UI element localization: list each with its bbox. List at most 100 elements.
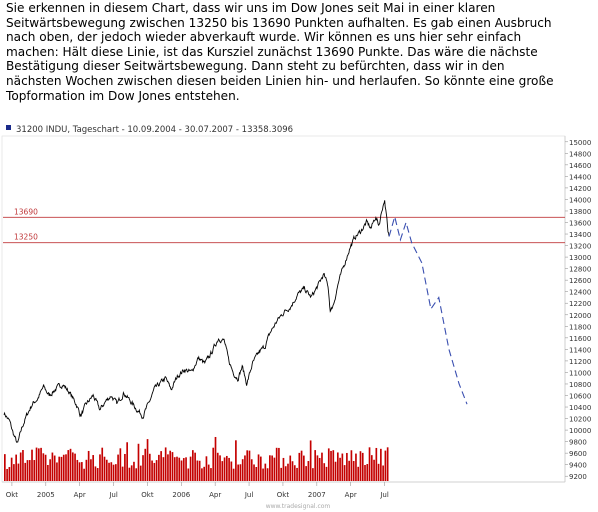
volume-bar	[196, 460, 199, 481]
volume-bar	[332, 450, 335, 481]
volume-bar	[158, 454, 160, 481]
volume-bar	[370, 455, 373, 481]
x-tick-label: Jul	[244, 491, 254, 499]
x-tick-label: Apr	[345, 491, 357, 499]
volume-bar	[221, 461, 224, 481]
volume-bar	[298, 452, 301, 481]
volume-bar	[284, 466, 287, 481]
intro-line: Seitwärtsbewegung zwischen 13250 bis 136…	[6, 15, 552, 30]
intro-line: machen: Hält diese Linie, ist das Kurszi…	[6, 44, 538, 59]
x-axis-ticks: Okt 2005 Apr Jul Okt 2006 Apr Jul Okt 2007 Apr Jul	[6, 482, 389, 499]
level-label-13250: 13250	[14, 233, 38, 242]
volume-bar	[192, 450, 194, 481]
intro-line: Bestätigung dieser Seitwärtsbewegung. Da…	[6, 59, 505, 74]
volume-bar	[373, 459, 375, 481]
volume-bar	[171, 452, 174, 481]
volume-bar	[382, 465, 384, 481]
y-tick-label: 14400	[569, 173, 591, 181]
volume-bar	[173, 457, 176, 481]
volume-bar	[312, 468, 314, 481]
volume-bar	[318, 457, 321, 481]
volume-bar	[142, 455, 144, 481]
volume-bar	[35, 447, 38, 481]
volume-bar	[4, 454, 6, 481]
volume-bar	[10, 457, 13, 481]
y-tick-label: 13000	[569, 254, 591, 262]
volume-bar	[346, 452, 348, 481]
volume-bar	[40, 447, 42, 481]
volume-bar	[341, 453, 344, 481]
volume-bar	[87, 450, 90, 481]
volume-bar	[230, 461, 233, 481]
chart-header: 31200 INDU, Tageschart - 10.09.2004 - 30…	[6, 125, 293, 135]
volume-bar	[103, 456, 106, 481]
volume-bar	[282, 457, 285, 481]
volume-bar	[110, 462, 113, 481]
y-tick-label: 10800	[569, 381, 591, 389]
volume-bar	[216, 452, 219, 481]
volume-bar	[334, 461, 337, 481]
volume-bar	[176, 456, 178, 481]
volume-bar	[94, 466, 97, 481]
y-tick-label: 13800	[569, 208, 591, 216]
volume-bar	[262, 468, 264, 481]
volume-bar	[266, 468, 269, 481]
y-tick-label: 13400	[569, 231, 591, 239]
volume-bar	[92, 455, 95, 481]
volume-bar	[44, 454, 47, 481]
volume-bar	[198, 460, 201, 481]
y-axis-ticks: 15000 14800 14600 14400 14200 14000 13800 13600…	[565, 139, 591, 481]
volume-bar	[377, 463, 380, 481]
y-tick-label: 14200	[569, 185, 591, 193]
y-tick-label: 14800	[569, 150, 591, 158]
intro-line: nach oben, der jedoch wieder abverkauft …	[6, 30, 522, 45]
volume-bar	[96, 468, 99, 481]
projection-line-series	[388, 214, 468, 405]
chart-svg: 31200 INDU, Tageschart - 10.09.2004 - 30…	[0, 120, 598, 512]
x-tick-label: 2006	[172, 491, 190, 499]
volume-bar	[56, 462, 58, 481]
volume-bar	[219, 455, 221, 481]
volume-bar	[151, 460, 153, 481]
volume-bar	[115, 464, 117, 481]
volume-bar	[355, 453, 357, 481]
volume-bar	[207, 464, 210, 481]
volume-bar	[22, 450, 24, 481]
volume-bar	[257, 454, 260, 481]
volume-bar	[205, 456, 208, 481]
volume-bar	[126, 442, 128, 481]
volume-bar	[368, 447, 371, 481]
volume-bar	[69, 448, 72, 481]
x-tick-label: 2005	[37, 491, 55, 499]
dow-jones-chart: 31200 INDU, Tageschart - 10.09.2004 - 30…	[0, 120, 598, 512]
volume-bar	[273, 457, 276, 481]
y-tick-label: 9400	[569, 462, 587, 470]
volume-bar	[164, 447, 167, 481]
volume-bar	[17, 463, 20, 481]
volume-bar	[139, 465, 142, 481]
y-tick-label: 10400	[569, 404, 591, 412]
volume-bar	[24, 462, 27, 481]
volume-bar	[343, 465, 346, 481]
volume-bar	[384, 450, 387, 481]
volume-bar	[74, 453, 76, 481]
volume-bar	[137, 443, 140, 481]
intro-paragraph: Sie erkennen in diesem Chart, dass wir u…	[6, 1, 594, 103]
volume-bar	[178, 457, 181, 481]
volume-bar	[339, 457, 341, 481]
x-tick-label: Jul	[379, 491, 389, 499]
x-tick-label: Okt	[6, 491, 19, 499]
volume-bar	[293, 465, 296, 481]
volume-bar	[53, 455, 56, 481]
volume-bar	[305, 466, 307, 481]
x-tick-label: 2007	[308, 491, 326, 499]
volume-bar	[269, 455, 271, 481]
y-tick-label: 9200	[569, 473, 587, 481]
volume-bar	[239, 464, 242, 481]
volume-bar	[307, 461, 310, 481]
volume-bar	[71, 452, 74, 481]
volume-bar	[275, 447, 278, 481]
intro-line: Topformation im Dow Jones entstehen.	[6, 88, 240, 103]
volume-bar	[232, 468, 235, 481]
volume-bar	[160, 451, 162, 481]
